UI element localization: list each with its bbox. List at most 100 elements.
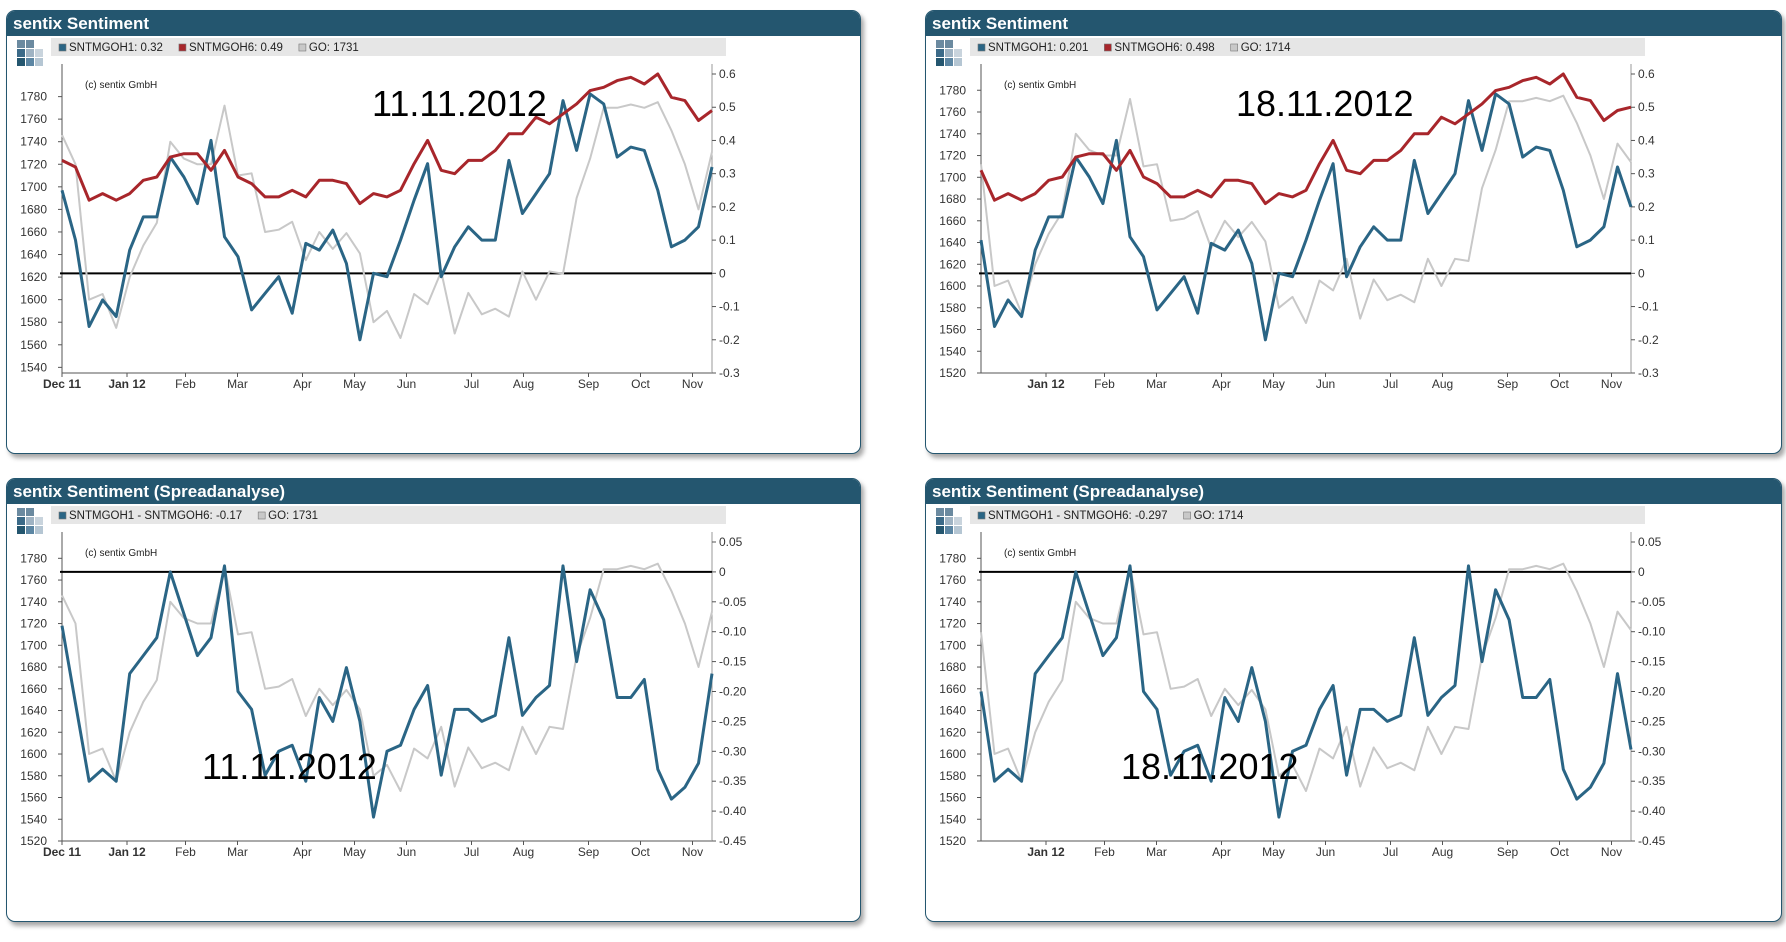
y-tick-left: 1760 <box>20 573 47 587</box>
y-tick-right: 0.4 <box>719 133 736 147</box>
y-tick-left: 1620 <box>939 725 966 739</box>
legend-swatch <box>1183 511 1191 520</box>
x-tick-label: Apr <box>293 845 312 859</box>
series-line-go <box>980 94 1632 324</box>
y-tick-left: 1540 <box>20 812 47 826</box>
logo-square <box>17 517 25 525</box>
x-tick-label: Jul <box>1383 845 1398 859</box>
logo-square <box>26 49 34 57</box>
y-tick-right: 0.2 <box>1638 200 1655 214</box>
x-tick-label: Mar <box>1146 845 1167 859</box>
logo-square <box>35 526 43 534</box>
x-tick-label: Nov <box>682 377 703 391</box>
y-tick-right: 0 <box>1638 266 1645 280</box>
chart-svg: SNTMGOH1 - SNTMGOH6: -0.297 GO: 1714 (c) s… <box>936 506 1666 859</box>
y-tick-left: 1680 <box>20 202 47 216</box>
sentix-logo-icon <box>17 508 43 534</box>
date-label: 18.11.2012 <box>1121 746 1299 787</box>
date-label: 18.11.2012 <box>1236 83 1414 124</box>
logo-square <box>17 508 25 516</box>
x-tick-label: Sep <box>1497 377 1519 391</box>
y-tick-left: 1760 <box>939 573 966 587</box>
series-line-go <box>61 101 713 339</box>
y-tick-left: 1780 <box>939 551 966 565</box>
y-tick-left: 1680 <box>20 660 47 674</box>
y-tick-left: 1520 <box>939 834 966 848</box>
y-tick-left: 1560 <box>939 323 966 337</box>
legend-label: SNTMGOH1 - SNTMGOH6: -0.297 <box>988 510 1168 522</box>
x-tick-label: Sep <box>578 845 600 859</box>
logo-square <box>936 526 944 534</box>
y-tick-right: -0.2 <box>719 333 740 347</box>
x-tick-label: Jul <box>464 845 479 859</box>
x-tick-label: Jul <box>1383 377 1398 391</box>
logo-square <box>954 517 962 525</box>
y-tick-left: 1780 <box>20 551 47 565</box>
y-tick-left: 1760 <box>939 105 966 119</box>
y-tick-right: 0 <box>1638 565 1645 579</box>
y-tick-right: 0.05 <box>719 535 743 549</box>
y-tick-left: 1740 <box>939 127 966 141</box>
logo-square <box>26 517 34 525</box>
y-tick-left: 1740 <box>20 595 47 609</box>
y-tick-left: 1660 <box>939 214 966 228</box>
y-tick-left: 1760 <box>20 112 47 126</box>
chart-svg: SNTMGOH1: 0.201 SNTMGOH6: 0.498 GO: 1714 (c… <box>936 38 1659 391</box>
y-tick-left: 1600 <box>939 747 966 761</box>
y-tick-left: 1720 <box>939 617 966 631</box>
logo-square <box>17 40 25 48</box>
logo-square <box>945 517 953 525</box>
series-line-go <box>980 562 1632 792</box>
y-tick-right: -0.40 <box>719 804 747 818</box>
logo-square <box>17 49 25 57</box>
logo-square <box>945 40 953 48</box>
y-tick-right: -0.30 <box>719 744 747 758</box>
y-tick-right: -0.40 <box>1638 804 1666 818</box>
y-tick-left: 1540 <box>939 812 966 826</box>
series-line-sntmgoh1 <box>979 92 1633 342</box>
chart-title: sentix Sentiment <box>926 11 1781 36</box>
y-tick-left: 1540 <box>20 360 47 374</box>
y-tick-right: -0.45 <box>1638 834 1666 848</box>
chart-title: sentix Sentiment (Spreadanalyse) <box>7 479 860 504</box>
y-tick-left: 1640 <box>939 236 966 250</box>
x-tick-label: Aug <box>513 377 534 391</box>
x-tick-label: Jun <box>1316 845 1335 859</box>
y-tick-left: 1580 <box>939 301 966 315</box>
y-tick-right: -0.10 <box>719 625 747 639</box>
chart-title: sentix Sentiment <box>7 11 860 36</box>
chart-title: sentix Sentiment (Spreadanalyse) <box>926 479 1781 504</box>
series-line-sntmgoh6 <box>61 72 713 206</box>
legend-label: SNTMGOH6: 0.498 <box>1114 42 1214 54</box>
y-tick-left: 1660 <box>939 682 966 696</box>
y-tick-right: -0.15 <box>719 655 747 669</box>
x-tick-label: Jul <box>464 377 479 391</box>
legend-swatch <box>1230 43 1238 52</box>
sentix-logo-icon <box>17 40 43 66</box>
legend-band <box>51 506 726 524</box>
x-tick-label: Mar <box>1146 377 1167 391</box>
logo-square <box>936 517 944 525</box>
x-tick-label: Jun <box>397 845 416 859</box>
copyright-text: (c) sentix GmbH <box>1004 548 1076 559</box>
x-tick-label: Feb <box>175 845 196 859</box>
chart-svg: SNTMGOH1: 0.32 SNTMGOH6: 0.49 GO: 1731 (c) … <box>17 38 740 391</box>
y-tick-right: -0.3 <box>1638 366 1659 380</box>
y-tick-right: -0.45 <box>719 834 747 848</box>
y-tick-left: 1700 <box>20 180 47 194</box>
x-tick-label: Dec 11 <box>43 377 81 391</box>
y-tick-left: 1600 <box>939 279 966 293</box>
x-tick-label: Aug <box>1432 377 1453 391</box>
x-tick-label: Feb <box>175 377 196 391</box>
logo-square <box>26 508 34 516</box>
x-tick-label: Apr <box>1212 377 1231 391</box>
y-tick-left: 1700 <box>20 638 47 652</box>
logo-square <box>945 508 953 516</box>
x-tick-label: Jun <box>397 377 416 391</box>
logo-square <box>35 58 43 66</box>
logo-square <box>26 58 34 66</box>
x-tick-label: May <box>1262 377 1285 391</box>
date-label: 11.11.2012 <box>202 746 377 787</box>
y-tick-right: -0.1 <box>1638 300 1659 314</box>
series-line-sntmgoh1-sntmgoh6 <box>60 564 714 819</box>
